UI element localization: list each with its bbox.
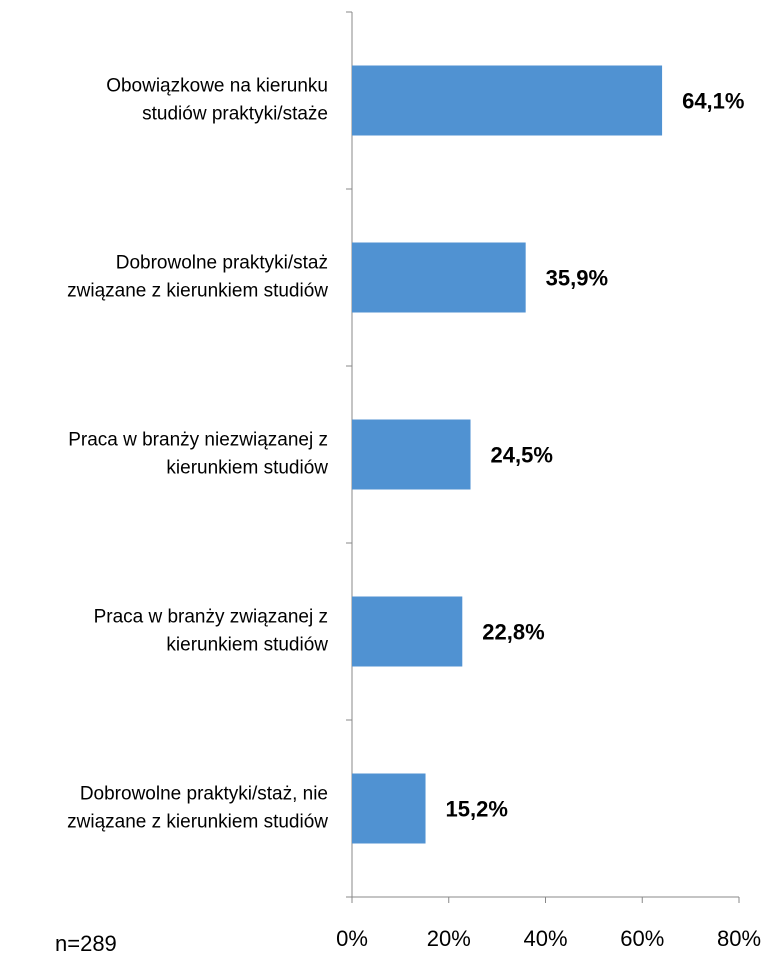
category-label: Dobrowolne praktyki/staż, nie związane z … bbox=[67, 784, 328, 833]
value-label: 64,1% bbox=[682, 88, 744, 113]
sample-note: n=289 bbox=[55, 931, 117, 955]
value-label: 22,8% bbox=[482, 619, 544, 644]
x-tick-label: 20% bbox=[427, 926, 471, 951]
x-tick-label: 40% bbox=[523, 926, 567, 951]
x-tick-label: 80% bbox=[717, 926, 761, 951]
value-label: 35,9% bbox=[546, 265, 608, 290]
value-label: 24,5% bbox=[491, 442, 553, 467]
category-label: Praca w branży niezwiązanej z kierunkiem … bbox=[68, 430, 328, 479]
x-tick-label: 60% bbox=[620, 926, 664, 951]
category-label: Dobrowolne praktyki/staż związane z kieru… bbox=[67, 253, 328, 302]
value-label: 15,2% bbox=[446, 796, 508, 821]
x-tick-label: 0% bbox=[336, 926, 368, 951]
bar bbox=[352, 773, 426, 844]
bar bbox=[352, 242, 526, 313]
bar bbox=[352, 596, 463, 667]
bar bbox=[352, 65, 663, 136]
bar bbox=[352, 419, 471, 490]
category-label: Praca w branży związanej z kierunkiem stu… bbox=[94, 607, 329, 656]
category-label: Obowiązkowe na kierunku studiów praktyki/… bbox=[106, 76, 328, 125]
